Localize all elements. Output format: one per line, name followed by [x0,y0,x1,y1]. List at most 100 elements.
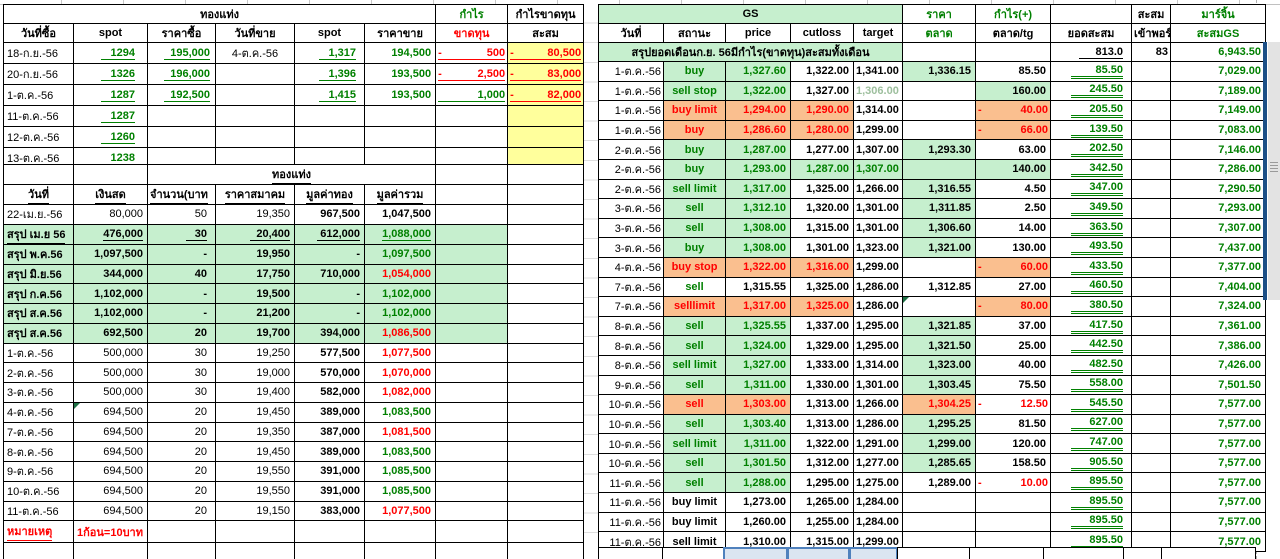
selected-cell[interactable] [849,547,898,559]
cell-empty[interactable] [975,42,1052,62]
cell-empty[interactable] [507,342,585,364]
cell-port[interactable] [1131,374,1172,396]
cell-cash[interactable]: 500,000 [73,382,148,403]
cell-market[interactable]: 1,321.85 [902,315,977,337]
cell-cash[interactable]: 80,000 [73,204,148,225]
cell-date[interactable]: 7-ต.ค.-56 [598,296,664,317]
cell-assoc-price[interactable]: 20,400 [215,223,295,245]
cell-date[interactable]: สรุป ส.ค.56 [3,303,74,324]
cell-cutloss[interactable]: 1,327.00 [790,80,854,102]
cell-buy-price[interactable]: 195,000 [147,42,216,64]
cell-target[interactable]: 1,275.00 [852,472,904,494]
cell-cum[interactable]: 417.50 [1050,315,1133,337]
cell-total-value[interactable]: 1,070,000 [363,362,437,383]
cell-market-tg[interactable]: 37.00 [975,315,1052,337]
col-total-value[interactable]: มูลค่ารวม [363,184,437,205]
cell-market-tg[interactable] [975,511,1052,533]
cell-port[interactable] [1131,354,1172,376]
cell-price[interactable]: 1,294.00 [725,100,791,121]
cell-port[interactable] [1131,511,1172,533]
cell-cum[interactable]: 627.00 [1050,413,1133,435]
cell-cutloss[interactable]: 1,295.00 [790,472,854,494]
cell-buy-price[interactable] [147,105,216,127]
cell-port[interactable] [1131,217,1172,239]
scrollbar-track[interactable] [1268,42,1280,300]
cell-gold-value[interactable]: 383,000 [294,500,365,522]
cell-port[interactable] [1131,100,1172,121]
col-buy-spot[interactable]: spot [73,23,148,43]
cum-pl-header[interactable]: กำไรขาดทุน [507,4,585,24]
cell-market-tg[interactable]: 40.00 [975,354,1052,376]
cell-target[interactable]: 1,314.00 [852,100,904,121]
cell-port[interactable] [1131,296,1172,317]
gold-holdings-title[interactable]: ทองแท่ง [146,164,437,185]
cell-status[interactable]: buy [663,158,726,180]
cell-cum-loss[interactable] [507,147,585,169]
cell-date[interactable]: 11-ต.ค.-56 [598,492,664,513]
cell-cum[interactable]: 347.00 [1050,178,1133,200]
cell-market[interactable] [902,296,977,317]
cell-date[interactable]: 10-ต.ค.-56 [598,394,664,415]
cell-empty[interactable] [435,204,509,225]
cell-cash[interactable]: 500,000 [73,342,148,364]
cell-sell-date[interactable] [215,63,295,85]
cell-date[interactable] [598,547,663,559]
cell-port[interactable] [1131,158,1172,180]
cell-market-tg[interactable] [969,547,1044,559]
cell-price[interactable]: 1,273.00 [725,492,791,513]
selected-cell[interactable] [723,547,788,559]
cell-port[interactable] [1131,472,1172,494]
cell-qty[interactable]: 30 [147,382,216,403]
cell-target[interactable]: 1,314.00 [852,354,904,376]
cell-date[interactable]: 7-ต.ค.-56 [598,276,664,298]
cell-market-tg[interactable] [975,492,1052,513]
cell-total-value[interactable]: 1,086,500 [363,322,437,344]
cell-sell-spot[interactable] [294,126,365,148]
cell-assoc-price[interactable]: 19,400 [215,382,295,403]
cell-market[interactable] [902,119,977,141]
cell-cutloss[interactable]: 1,325.00 [790,276,854,298]
cell-market-tg[interactable]: 158.50 [975,452,1052,474]
scrollbar-thumb[interactable] [1263,42,1267,300]
col-cum-total[interactable]: ยอดสะสม [1050,23,1133,43]
cell-cutloss[interactable]: 1,333.00 [790,354,854,376]
cell-sell-date[interactable] [215,84,295,106]
cell-assoc-price[interactable]: 19,150 [215,500,295,522]
col-buy-date[interactable]: วันที่ซื้อ [3,23,74,43]
cell-gold-value[interactable]: 967,500 [294,204,365,225]
cell-market[interactable]: 1,311.85 [902,198,977,219]
cell-empty[interactable] [73,164,148,185]
cell-empty[interactable] [507,382,585,403]
cell-cum-loss[interactable] [507,126,585,148]
gs-title[interactable]: GS [597,4,904,24]
cell-margin-cum[interactable]: 7,577.00 [1170,472,1267,494]
cell-date[interactable]: 8-ต.ค.-56 [3,441,74,462]
cell-cum[interactable]: 895.50 [1050,492,1133,513]
cell-status[interactable]: sell [663,394,726,415]
cell-target[interactable]: 1,295.00 [852,335,904,356]
cell-empty[interactable] [507,461,585,482]
cell-cum[interactable]: 545.50 [1050,394,1133,415]
cell-sell-price[interactable]: 193,500 [363,84,437,106]
cell-gold-value[interactable]: 387,000 [294,421,365,443]
cell-market[interactable]: 1,316.55 [902,178,977,200]
col-date[interactable]: วันที่ [598,23,664,43]
cell-date[interactable]: 22-เม.ย.-56 [3,204,74,225]
cell-buy-spot[interactable]: 1287 [73,105,148,127]
cell-total-value[interactable]: 1,102,000 [363,283,437,304]
cell-buy-price[interactable]: 196,000 [147,63,216,85]
cell-cum[interactable]: 460.50 [1050,276,1133,298]
cell-margin-cum[interactable]: 7,577.00 [1170,492,1267,513]
cell-target[interactable]: 1,301.00 [852,198,904,219]
selected-cell[interactable] [787,547,850,559]
cell-market[interactable]: 1,336.15 [902,61,977,82]
col-market[interactable]: ตลาด [902,23,977,43]
cell-date[interactable]: 1-ต.ค.-56 [3,342,74,364]
cell-market-tg[interactable]: -40.00 [975,100,1052,121]
cell-assoc-price[interactable]: 19,550 [215,461,295,482]
cell-cutloss[interactable]: 1,265.00 [790,492,854,513]
cell-empty[interactable] [507,441,585,462]
cell-cash[interactable]: 344,000 [73,263,148,285]
cell-cum[interactable]: 342.50 [1050,158,1133,180]
cell-margin-cum[interactable]: 7,577.00 [1170,511,1267,533]
